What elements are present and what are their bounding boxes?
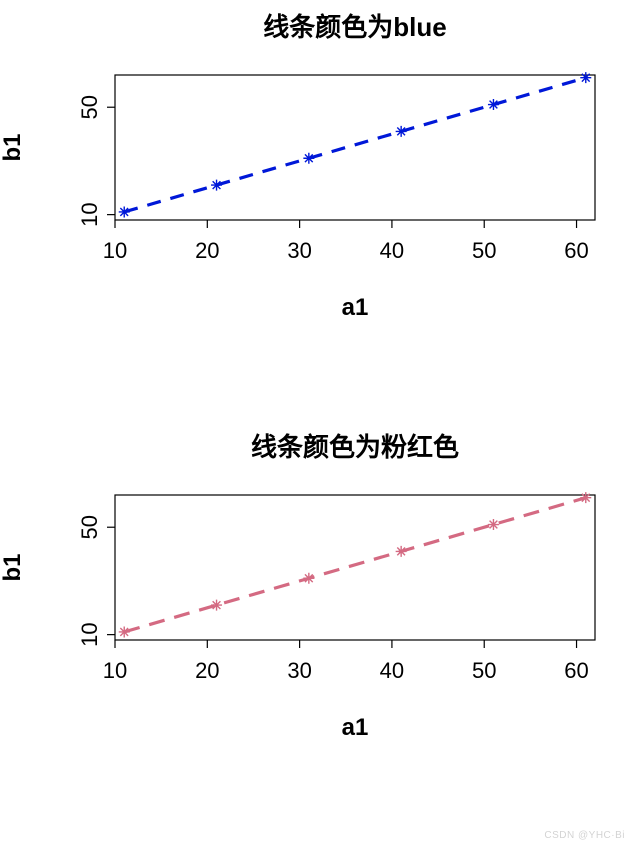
x-tick-label: 40 bbox=[380, 238, 404, 263]
series-line bbox=[124, 78, 586, 212]
data-point bbox=[488, 519, 499, 530]
y-tick-label: 10 bbox=[77, 202, 102, 226]
y-axis-label: b1 bbox=[0, 553, 26, 581]
x-tick-label: 20 bbox=[195, 658, 219, 683]
x-tick-label: 10 bbox=[103, 658, 127, 683]
data-point bbox=[488, 99, 499, 110]
data-point bbox=[211, 600, 222, 611]
y-tick-label: 10 bbox=[77, 622, 102, 646]
data-point bbox=[119, 206, 130, 217]
x-tick-label: 30 bbox=[287, 238, 311, 263]
x-tick-label: 40 bbox=[380, 658, 404, 683]
x-tick-label: 60 bbox=[564, 238, 588, 263]
data-point bbox=[580, 72, 591, 83]
x-tick-label: 20 bbox=[195, 238, 219, 263]
chart-panel: 线条颜色为blue 10 20 30 40 50 60 10 50 a1 b1 bbox=[0, 0, 633, 420]
data-point bbox=[396, 546, 407, 557]
data-point bbox=[303, 573, 314, 584]
data-point bbox=[396, 126, 407, 137]
plot-box bbox=[115, 495, 595, 640]
chart-svg: 线条颜色为粉红色 10 20 30 40 50 60 10 50 a1 b1 bbox=[0, 420, 633, 840]
x-tick-label: 50 bbox=[472, 658, 496, 683]
chart-title: 线条颜色为blue bbox=[263, 12, 446, 42]
y-axis-label: b1 bbox=[0, 133, 26, 161]
x-tick-label: 30 bbox=[287, 658, 311, 683]
y-tick-label: 50 bbox=[77, 515, 102, 539]
figure-container: 线条颜色为blue 10 20 30 40 50 60 10 50 a1 b1 线条颜色为粉红色 10 2… bbox=[0, 0, 633, 845]
chart-title: 线条颜色为粉红色 bbox=[251, 432, 459, 462]
y-tick-label: 50 bbox=[77, 95, 102, 119]
x-axis-label: a1 bbox=[342, 714, 369, 741]
x-axis-label: a1 bbox=[342, 294, 369, 321]
chart-svg: 线条颜色为blue 10 20 30 40 50 60 10 50 a1 b1 bbox=[0, 0, 633, 420]
x-tick-label: 60 bbox=[564, 658, 588, 683]
series-line bbox=[124, 498, 586, 632]
x-tick-label: 10 bbox=[103, 238, 127, 263]
data-point bbox=[303, 153, 314, 164]
data-point bbox=[119, 626, 130, 637]
data-point bbox=[580, 492, 591, 503]
data-point bbox=[211, 180, 222, 191]
x-tick-label: 50 bbox=[472, 238, 496, 263]
chart-panel: 线条颜色为粉红色 10 20 30 40 50 60 10 50 a1 b1 bbox=[0, 420, 633, 840]
watermark-text: CSDN @YHC·Bi bbox=[544, 830, 625, 841]
